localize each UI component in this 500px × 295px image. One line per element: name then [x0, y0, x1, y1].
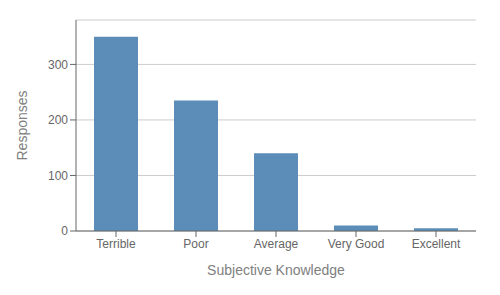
svg-text:Very Good: Very Good: [328, 237, 385, 251]
svg-text:Poor: Poor: [183, 237, 208, 251]
svg-text:Responses: Responses: [14, 90, 30, 160]
svg-text:Terrible: Terrible: [96, 237, 136, 251]
svg-text:100: 100: [48, 169, 68, 183]
svg-text:Excellent: Excellent: [412, 237, 461, 251]
svg-text:0: 0: [61, 224, 68, 238]
svg-text:Subjective Knowledge: Subjective Knowledge: [207, 262, 345, 278]
svg-text:200: 200: [48, 113, 68, 127]
svg-text:300: 300: [48, 58, 68, 72]
svg-text:Average: Average: [254, 237, 299, 251]
